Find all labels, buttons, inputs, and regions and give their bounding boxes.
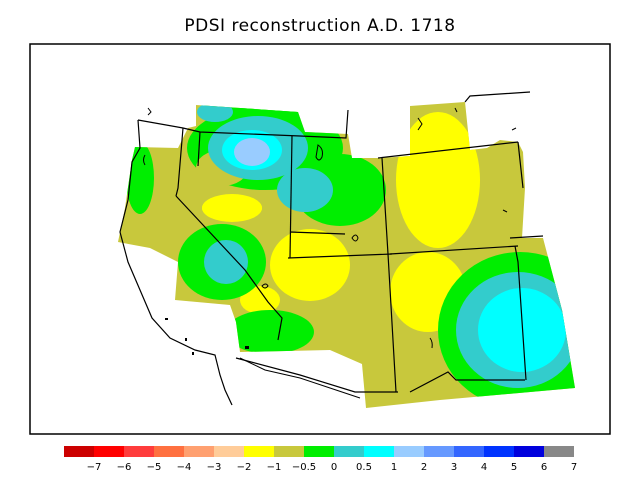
legend-tick-label: 7 xyxy=(571,462,577,473)
map-title: PDSI reconstruction A.D. 1718 xyxy=(184,16,456,36)
state-boundaries xyxy=(137,91,544,393)
legend-tick-label: −3 xyxy=(207,462,222,473)
legend-tick-label: 1 xyxy=(391,462,397,473)
legend-tick-label: 2 xyxy=(421,462,427,473)
legend-swatch xyxy=(184,446,214,457)
legend-tick-label: −0.5 xyxy=(292,462,316,473)
legend-swatch xyxy=(154,446,184,457)
legend-tick-label: −7 xyxy=(87,462,102,473)
plot-frame xyxy=(29,43,611,435)
legend-swatch xyxy=(364,446,394,457)
legend-swatch xyxy=(454,446,484,457)
legend-swatch xyxy=(514,446,544,457)
legend-tick-label: −2 xyxy=(237,462,252,473)
lakes xyxy=(143,107,517,349)
coastline xyxy=(119,119,233,406)
legend-swatch xyxy=(334,446,364,457)
islands xyxy=(165,318,249,355)
legend-tick-label: 0 xyxy=(331,462,337,473)
legend-swatch xyxy=(394,446,424,457)
legend-tick-label: −4 xyxy=(177,462,192,473)
legend-tick-label: 5 xyxy=(511,462,517,473)
legend-tick-label: −5 xyxy=(147,462,162,473)
legend-swatch xyxy=(244,446,274,457)
legend-swatch xyxy=(544,446,574,457)
gulf-coast xyxy=(239,357,361,399)
legend-swatch xyxy=(274,446,304,457)
pdsi-field xyxy=(118,102,575,408)
legend-swatch xyxy=(124,446,154,457)
legend-swatch xyxy=(64,446,94,457)
legend-swatch xyxy=(94,446,124,457)
legend-swatch xyxy=(484,446,514,457)
legend-tick-label: 3 xyxy=(451,462,457,473)
legend-tick-label: 4 xyxy=(481,462,487,473)
legend-swatch xyxy=(424,446,454,457)
legend-swatch xyxy=(304,446,334,457)
legend-tick-label: 0.5 xyxy=(356,462,372,473)
legend-tick-label: −1 xyxy=(267,462,282,473)
legend-tick-label: 6 xyxy=(541,462,547,473)
legend-swatch xyxy=(214,446,244,457)
legend-tick-label: −6 xyxy=(117,462,132,473)
